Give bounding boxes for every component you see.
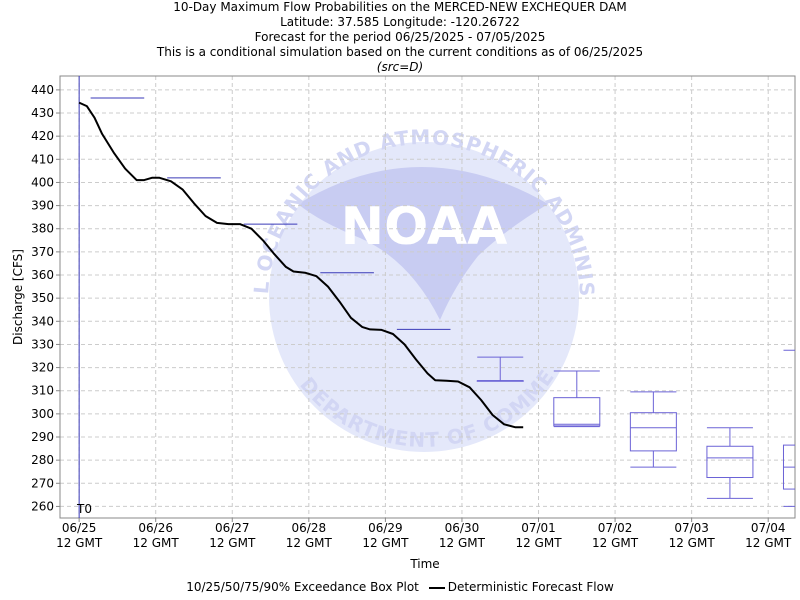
exceedance-box-plot xyxy=(553,370,601,428)
plot-area-frame xyxy=(59,75,796,519)
y-tick-label: 270 xyxy=(31,476,54,490)
y-tick-label: 380 xyxy=(31,222,54,236)
chart-forecast-period: Forecast for the period 06/25/2025 - 07/… xyxy=(254,30,546,44)
x-tick-time-label: 12 GMT xyxy=(209,536,256,550)
exceedance-box-plot xyxy=(476,356,524,382)
exceedance-box-plot xyxy=(629,391,677,468)
x-tick-time-label: 12 GMT xyxy=(669,536,716,550)
y-tick-label: 400 xyxy=(31,175,54,189)
box-iqr-rect xyxy=(553,397,601,427)
grid-lines xyxy=(60,76,795,518)
y-tick-label: 370 xyxy=(31,245,54,259)
x-tick-time-label: 12 GMT xyxy=(745,536,792,550)
y-tick-label: 260 xyxy=(31,499,54,513)
y-tick-label: 440 xyxy=(31,83,54,97)
chart-title-block: 10-Day Maximum Flow Probabilities on the… xyxy=(0,0,800,75)
data-layer xyxy=(78,76,795,518)
box-iqr-rect xyxy=(629,412,677,452)
chart-source: (src=D) xyxy=(376,60,424,74)
x-tick-time-label: 12 GMT xyxy=(592,536,639,550)
x-tick-time-label: 12 GMT xyxy=(515,536,562,550)
y-tick-label: 390 xyxy=(31,199,54,213)
y-tick-label: 420 xyxy=(31,129,54,143)
x-tick-date-label: 06/28 xyxy=(292,521,327,535)
x-tick-date-label: 06/25 xyxy=(62,521,97,535)
noaa-logo-text: NOAA xyxy=(341,197,508,257)
noaa-watermark: NOAA NATIONAL OCEANIC AND ATMOSPHERIC AD… xyxy=(0,0,598,452)
x-axis-label: Time xyxy=(409,557,439,571)
chart-title: 10-Day Maximum Flow Probabilities on the… xyxy=(173,0,627,14)
y-tick-label: 410 xyxy=(31,152,54,166)
y-tick-label: 330 xyxy=(31,337,54,351)
x-tick-time-label: 12 GMT xyxy=(362,536,409,550)
x-tick-time-label: 12 GMT xyxy=(56,536,103,550)
x-tick-date-label: 06/27 xyxy=(215,521,250,535)
x-tick-time-label: 12 GMT xyxy=(133,536,180,550)
chart-location: Latitude: 37.585 Longitude: -120.26722 xyxy=(280,15,520,29)
chart-simulation-note: This is a conditional simulation based o… xyxy=(156,45,644,59)
legend-box-plot-label: 10/25/50/75/90% Exceedance Box Plot xyxy=(186,580,419,594)
y-tick-label: 340 xyxy=(31,314,54,328)
x-tick-date-label: 07/01 xyxy=(521,521,556,535)
exceedance-box-plot xyxy=(706,427,754,499)
y-tick-label: 280 xyxy=(31,453,54,467)
y-tick-label: 360 xyxy=(31,268,54,282)
y-axis-label: Discharge [CFS] xyxy=(11,249,25,345)
exceedance-box-plot xyxy=(782,349,795,507)
x-tick-date-label: 06/29 xyxy=(368,521,403,535)
x-tick-date-label: 06/30 xyxy=(445,521,480,535)
x-tick-date-label: 06/26 xyxy=(138,521,173,535)
y-axis: 260 270 280 290 300 310 320 330 340 350 360 370 380 3… xyxy=(31,83,60,513)
x-tick-date-label: 07/03 xyxy=(674,521,709,535)
x-tick-time-label: 12 GMT xyxy=(286,536,333,550)
noaa-emblem-bird xyxy=(298,167,548,320)
y-tick-label: 300 xyxy=(31,407,54,421)
y-tick-label: 320 xyxy=(31,361,54,375)
y-tick-label: 290 xyxy=(31,430,54,444)
y-tick-label: 310 xyxy=(31,384,54,398)
deterministic-flow-line xyxy=(78,101,524,429)
chart-legend: 10/25/50/75/90% Exceedance Box Plot Dete… xyxy=(0,580,800,594)
box-iqr-rect xyxy=(706,445,754,479)
y-tick-label: 350 xyxy=(31,291,54,305)
x-tick-date-label: 07/02 xyxy=(598,521,633,535)
y-tick-label: 430 xyxy=(31,106,54,120)
legend-line-swatch xyxy=(428,586,445,589)
t0-label: T0 xyxy=(76,502,92,516)
x-tick-date-label: 07/04 xyxy=(751,521,786,535)
x-tick-time-label: 12 GMT xyxy=(439,536,486,550)
legend-line-label: Deterministic Forecast Flow xyxy=(447,580,614,594)
